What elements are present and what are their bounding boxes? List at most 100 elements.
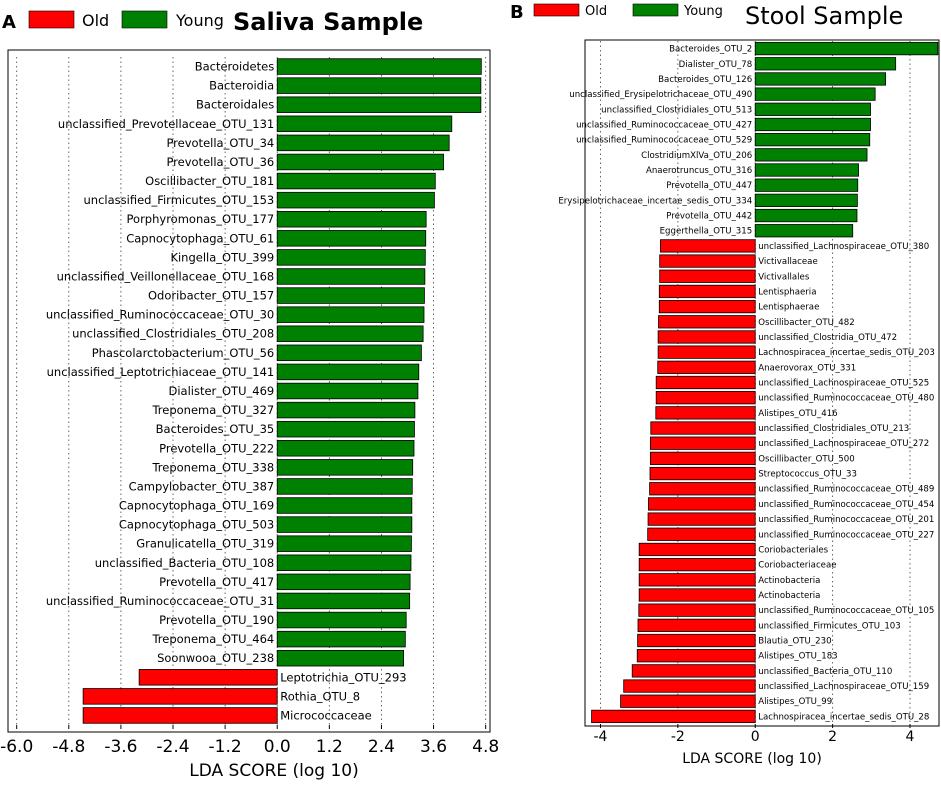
stool-bar [754, 102, 871, 116]
stool-bar-label: unclassified_Ruminococcaceae_OTU_227 [758, 530, 934, 540]
saliva-bar [82, 707, 278, 724]
saliva-bar [276, 115, 453, 133]
stool-bar [655, 391, 756, 405]
stool-bar [754, 208, 858, 223]
saliva-bar [276, 611, 407, 629]
stool-bar [647, 512, 756, 526]
stool-bar-label: unclassified_Bacteria_OTU_110 [758, 667, 892, 677]
saliva-bar [276, 478, 413, 495]
stool-bar-label: Alistipes_OTU_183 [758, 652, 837, 662]
saliva-bar-label: unclassified_Bacteria_OTU_108 [95, 556, 274, 570]
saliva-bar [276, 554, 412, 571]
saliva-bar [276, 440, 415, 457]
stool-bar [657, 345, 756, 359]
stool-bar-label: Coriobacteriales [758, 545, 828, 555]
saliva-tick-label: -1.2 [209, 737, 242, 757]
saliva-bar [276, 573, 411, 591]
stool-bar [754, 133, 871, 147]
stool-bar [754, 117, 871, 132]
stool-bar [660, 239, 756, 253]
saliva-bar [276, 516, 413, 533]
stool-bar-label: Bacteroides_OTU_2 [669, 45, 752, 55]
stool-bar [657, 360, 756, 374]
stool-bar [658, 315, 756, 329]
stool-bar-label: Actinobacteria [758, 576, 820, 586]
stool-bar [649, 436, 756, 450]
saliva-bar-label: Bacteroidetes [195, 60, 275, 74]
saliva-bar-label: unclassified_Ruminococcaceae_OTU_31 [46, 594, 274, 608]
stool-bar-label: unclassified_Lachnospiraceae_OTU_525 [758, 379, 929, 389]
stool-bars [591, 41, 939, 724]
panel-a-letter: A [2, 12, 16, 33]
stool-bar-label: Bacteroides_OTU_126 [658, 75, 752, 85]
stool-bar [658, 299, 756, 314]
stool-bar [638, 603, 756, 617]
saliva-bar-label: Campylobacter_OTU_387 [129, 479, 275, 493]
stool-legend-young-label: Young [683, 4, 723, 19]
saliva-bar [276, 420, 415, 438]
saliva-bar [276, 382, 419, 400]
stool-bar-label: Dialister_OTU_78 [679, 60, 753, 70]
saliva-tick-label: 2.4 [368, 737, 395, 757]
saliva-bar-label: Prevotella_OTU_190 [159, 613, 274, 627]
saliva-bar [276, 592, 411, 610]
stool-bar [637, 633, 756, 648]
stool-bar-label: Lachnospiracea_incertae_sedis_OTU_203 [758, 348, 935, 358]
saliva-bar-label: Bacteroidales [196, 98, 274, 112]
stool-bar-label: Blautia_OTU_230 [758, 637, 831, 647]
stool-bar-label: Oscillibacter_OTU_500 [758, 454, 854, 464]
saliva-bar-label: unclassified_Veillonellaceae_OTU_168 [57, 269, 275, 283]
stool-bar [659, 269, 756, 283]
stool-bar [754, 41, 939, 56]
stool-bar-label: Alistipes_OTU_416 [758, 409, 837, 419]
stool-bar-labels: Bacteroides_OTU_2 Dialister_OTU_78 Bactero… [558, 45, 935, 723]
saliva-bar-label: unclassified_Ruminococcaceae_OTU_30 [46, 308, 274, 322]
stool-bar-label: Prevotella_OTU_442 [666, 212, 752, 222]
saliva-bar-label: Porphyromonas_OTU_177 [127, 212, 275, 226]
stool-chart-title: Stool Sample [745, 2, 903, 30]
stool-bar [754, 193, 858, 207]
saliva-bar-label: Bacteroides_OTU_35 [156, 422, 275, 436]
saliva-bar-label: unclassified_Firmicutes_OTU_153 [84, 193, 275, 207]
stool-plot-frame [584, 39, 940, 727]
saliva-bar [276, 363, 420, 381]
saliva-bar-label: Treponema_OTU_338 [151, 460, 274, 474]
saliva-bar-label: Prevotella_OTU_34 [166, 136, 274, 150]
stool-bar-label: Actinobacteria [758, 591, 820, 601]
saliva-bar-label: Odoribacter_OTU_157 [148, 289, 274, 303]
stool-x-axis-label: LDA SCORE (log 10) [682, 751, 822, 767]
stool-bar-label: Victivallales [758, 272, 810, 282]
stool-bar [754, 148, 868, 162]
stool-bar [657, 330, 756, 344]
saliva-bar [276, 306, 425, 323]
stool-bar [638, 588, 756, 602]
stool-bar-label: Erysipelotrichaceae_incertae_sedis_OTU_3… [558, 196, 752, 206]
stool-bar [620, 694, 756, 708]
stool-bar-label: unclassified_Firmicutes_OTU_103 [758, 621, 901, 631]
saliva-bar-label: Capnocytophaga_OTU_169 [119, 499, 274, 513]
stool-bar [623, 679, 756, 693]
saliva-bar [276, 497, 413, 514]
stool-x-ticks: -4 -2 0 2 4 [593, 724, 915, 745]
saliva-bar [276, 268, 426, 285]
saliva-tick-label: -4.8 [52, 737, 85, 757]
saliva-bar [276, 630, 406, 648]
saliva-bar-label: Granulicatella_OTU_319 [136, 537, 274, 551]
panel-b-letter: B [510, 2, 524, 23]
stool-legend-young-swatch [632, 3, 679, 17]
saliva-bar [276, 535, 412, 552]
saliva-bar-label: unclassified_Prevotellaceae_OTU_131 [58, 117, 274, 131]
stool-bar [754, 87, 876, 101]
saliva-bar [276, 58, 482, 75]
saliva-legend-young-label: Young [175, 11, 224, 30]
stool-bar [754, 224, 854, 238]
stool-bar-label: Streptococcus_OTU_33 [758, 470, 857, 480]
stool-bar-label: unclassified_Lachnospiraceae_OTU_272 [758, 439, 929, 449]
stool-bar-label: Lentisphaerae [758, 303, 819, 313]
stool-bar-label: Lentisphaeria [758, 287, 816, 297]
stool-bar [658, 284, 756, 299]
saliva-x-ticks: -6.0 -4.8 -3.6 -2.4 -1.2 0.0 1.2 2.4 3.6 4.8 [0, 725, 499, 757]
saliva-bar [138, 669, 278, 686]
stool-legend-old-label: Old [585, 4, 607, 19]
